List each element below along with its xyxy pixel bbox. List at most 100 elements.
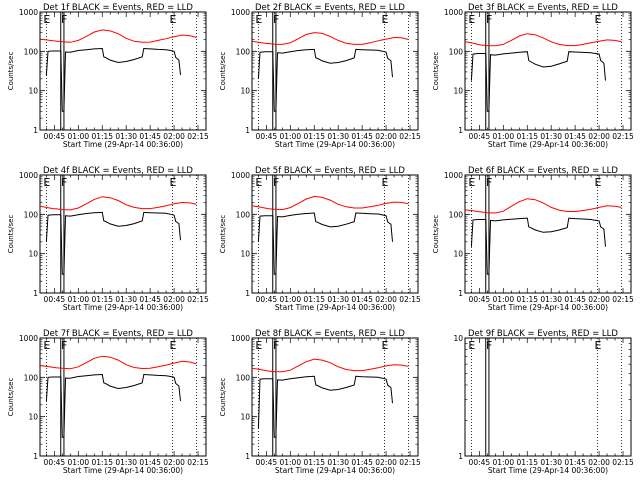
x-axis-label: Start Time (29-Apr-14 00:36:00): [488, 140, 608, 149]
event-rate-line: [470, 217, 606, 275]
y-tick-label: 100: [24, 47, 39, 56]
y-axis-label: Counts/sec: [7, 378, 15, 417]
y-tick-label: 100: [449, 210, 464, 219]
x-tick-label: 01:45: [351, 132, 373, 141]
time-marker-label: E: [468, 339, 475, 352]
x-tick-label: 02:15: [399, 295, 421, 304]
plot-frame: [251, 337, 419, 457]
x-tick-label: 00:45: [44, 458, 66, 467]
x-axis-label: Start Time (29-Apr-14 00:36:00): [488, 303, 608, 312]
x-axis-label: Start Time (29-Apr-14 00:36:00): [275, 466, 395, 475]
time-marker-label: F: [273, 339, 279, 352]
time-marker-label: E: [381, 339, 388, 352]
x-tick-label: 01:30: [327, 295, 349, 304]
x-tick-label: 00:45: [256, 132, 278, 141]
y-tick-label: 1: [458, 126, 463, 135]
time-marker-label: E: [169, 176, 176, 189]
time-marker-label: E: [43, 176, 50, 189]
x-tick-label: 01:45: [139, 295, 161, 304]
time-marker-label: F: [486, 339, 492, 352]
x-tick-label: 01:45: [139, 132, 161, 141]
y-tick-label: 1: [245, 452, 250, 461]
panel-title: Det 7f BLACK = Events, RED = LLD: [43, 329, 193, 339]
x-axis-label: Start Time (29-Apr-14 00:36:00): [275, 140, 395, 149]
x-tick-label: 01:15: [91, 132, 113, 141]
time-marker-label: E: [255, 339, 262, 352]
panel-det-8: Det 8f BLACK = Events, RED = LLD 1 10 100 10…: [219, 329, 421, 475]
x-tick-label: 02:15: [399, 458, 421, 467]
event-rate-line: [257, 212, 393, 275]
x-tick-label: 00:45: [44, 295, 66, 304]
time-marker-label: E: [468, 13, 475, 26]
y-tick-label: 1000: [19, 171, 38, 180]
panel-det-5: Det 5f BLACK = Events, RED = LLD 1 10 100 10…: [219, 166, 421, 312]
plot-frame: [39, 337, 207, 457]
event-rate-line: [257, 375, 393, 438]
x-tick-label: 01:45: [564, 458, 586, 467]
x-tick-label: 01:15: [91, 458, 113, 467]
y-axis-label: Counts/sec: [219, 215, 227, 254]
lld-rate-line: [464, 33, 622, 47]
x-tick-label: 01:45: [139, 458, 161, 467]
x-tick-label: 00:45: [469, 458, 491, 467]
plot-frame: [464, 337, 632, 457]
time-marker-label: F: [486, 176, 492, 189]
lld-rate-line: [251, 32, 409, 45]
time-marker-label: E: [468, 176, 475, 189]
x-tick-label: 01:00: [492, 458, 514, 467]
x-tick-label: 01:30: [115, 132, 137, 141]
y-tick-label: 10: [240, 250, 250, 259]
y-tick-label: 1000: [231, 334, 250, 343]
time-marker-label: F: [486, 13, 492, 26]
x-tick-label: 02:00: [588, 458, 610, 467]
x-tick-label: 01:15: [516, 295, 538, 304]
time-marker-label: E: [594, 13, 601, 26]
panel-det-9: Det 9f BLACK = Events, RED = LLD 1 10 00:45…: [453, 329, 634, 475]
y-tick-label: 1000: [231, 8, 250, 17]
x-tick-label: 01:15: [303, 458, 325, 467]
x-tick-label: 02:15: [612, 295, 634, 304]
lld-rate-line: [251, 358, 409, 373]
x-tick-label: 01:45: [351, 295, 373, 304]
x-tick-label: 00:45: [256, 458, 278, 467]
y-tick-label: 10: [240, 413, 250, 422]
x-axis-label: Start Time (29-Apr-14 00:36:00): [63, 466, 183, 475]
y-tick-label: 10: [28, 413, 38, 422]
x-tick-label: 01:30: [540, 132, 562, 141]
y-tick-label: 100: [236, 373, 251, 382]
x-tick-label: 01:00: [279, 295, 301, 304]
x-axis-label: Start Time (29-Apr-14 00:36:00): [488, 466, 608, 475]
x-axis-label: Start Time (29-Apr-14 00:36:00): [275, 303, 395, 312]
time-marker-label: E: [43, 339, 50, 352]
plot-frame: [251, 174, 419, 294]
event-rate-line: [257, 48, 393, 112]
panel-title: Det 4f BLACK = Events, RED = LLD: [43, 166, 193, 176]
time-marker-label: E: [255, 176, 262, 189]
panel-title: Det 2f BLACK = Events, RED = LLD: [255, 3, 405, 13]
y-tick-label: 10: [28, 250, 38, 259]
time-marker-label: F: [61, 339, 67, 352]
y-tick-label: 1: [33, 452, 38, 461]
event-rate-line: [45, 373, 181, 438]
time-marker-label: E: [169, 339, 176, 352]
y-tick-label: 100: [236, 210, 251, 219]
y-axis-label: Counts/sec: [7, 52, 15, 91]
x-tick-label: 01:00: [492, 132, 514, 141]
time-marker-label: E: [169, 13, 176, 26]
panel-title: Det 3f BLACK = Events, RED = LLD: [468, 3, 618, 13]
panel-det-3: Det 3f BLACK = Events, RED = LLD 1 10 100 10…: [432, 3, 634, 149]
x-tick-label: 02:00: [375, 458, 397, 467]
panel-det-7: Det 7f BLACK = Events, RED = LLD 1 10 100 10…: [7, 329, 209, 475]
y-tick-label: 100: [449, 47, 464, 56]
time-marker-label: E: [255, 13, 262, 26]
y-tick-label: 1000: [19, 8, 38, 17]
time-marker-label: F: [273, 176, 279, 189]
x-tick-label: 00:45: [256, 295, 278, 304]
y-tick-label: 1: [245, 289, 250, 298]
x-tick-label: 01:30: [327, 458, 349, 467]
x-tick-label: 01:45: [564, 132, 586, 141]
x-tick-label: 01:15: [516, 132, 538, 141]
x-tick-label: 02:00: [163, 132, 185, 141]
lld-rate-line: [39, 355, 197, 370]
